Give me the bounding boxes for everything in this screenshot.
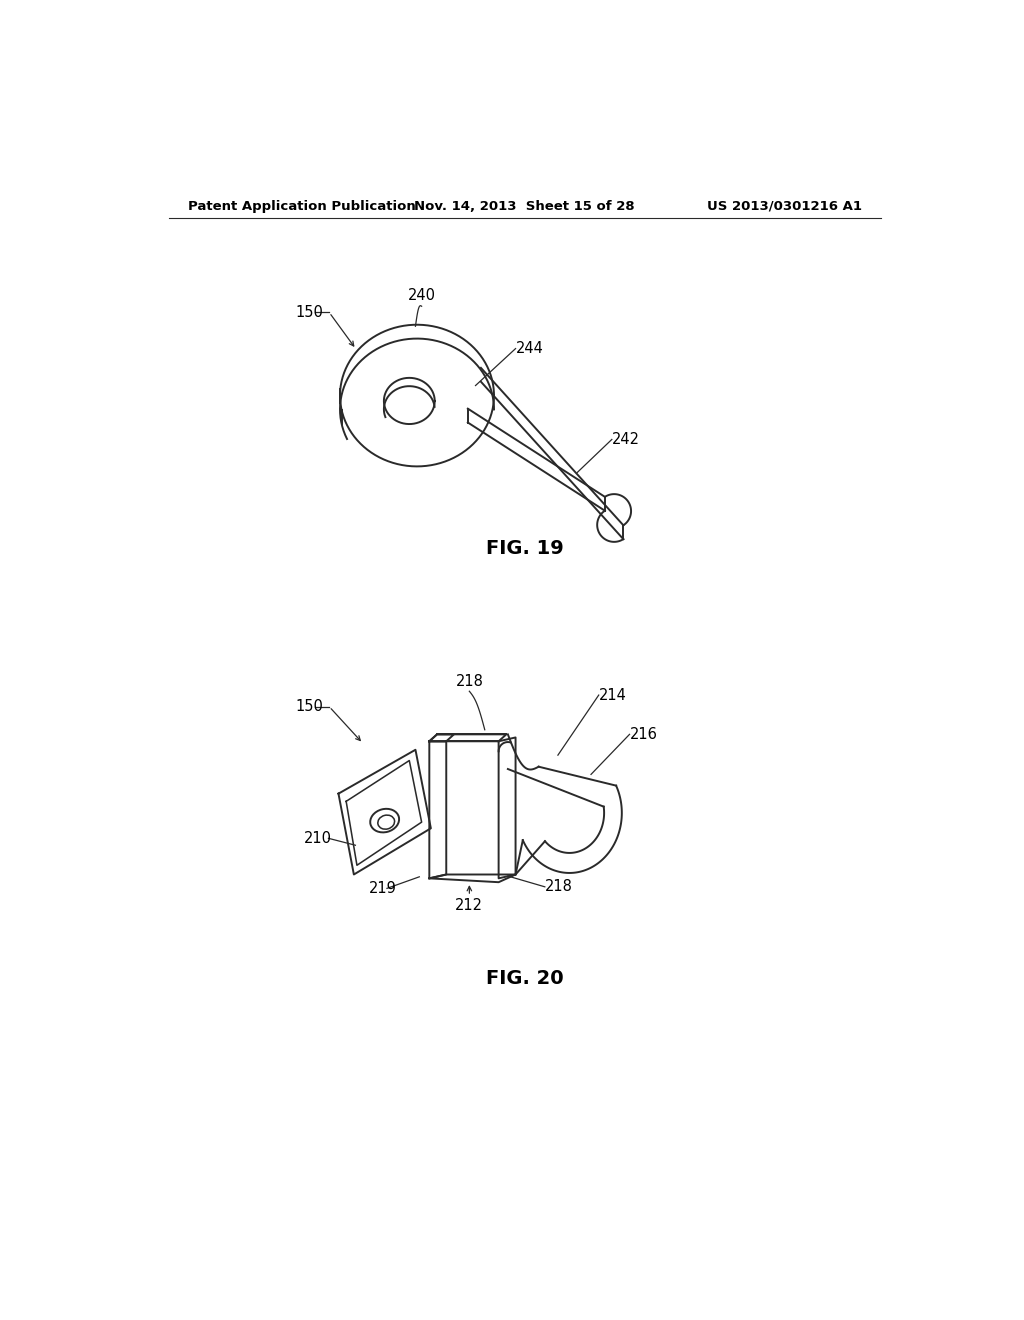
Text: FIG. 20: FIG. 20	[486, 969, 563, 987]
Text: US 2013/0301216 A1: US 2013/0301216 A1	[707, 199, 862, 213]
Text: FIG. 19: FIG. 19	[486, 539, 563, 557]
Text: 242: 242	[611, 432, 640, 447]
Text: 240: 240	[408, 288, 435, 304]
Text: 214: 214	[599, 688, 627, 702]
Text: 218: 218	[456, 675, 483, 689]
Text: 219: 219	[370, 880, 397, 896]
Text: 244: 244	[515, 341, 544, 356]
Text: 216: 216	[630, 727, 657, 742]
Text: 150: 150	[295, 305, 324, 319]
Text: 210: 210	[304, 830, 332, 846]
Text: Patent Application Publication: Patent Application Publication	[188, 199, 416, 213]
Text: 150: 150	[295, 700, 324, 714]
Text: Nov. 14, 2013  Sheet 15 of 28: Nov. 14, 2013 Sheet 15 of 28	[415, 199, 635, 213]
Text: 212: 212	[456, 898, 483, 913]
Text: 218: 218	[545, 879, 572, 895]
